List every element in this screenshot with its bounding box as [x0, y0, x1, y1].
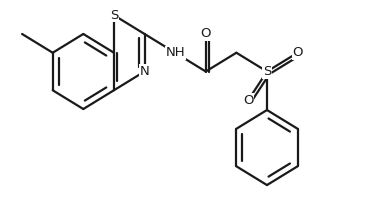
- Text: NH: NH: [165, 46, 185, 59]
- Text: O: O: [200, 28, 211, 40]
- Text: S: S: [263, 65, 271, 78]
- Text: O: O: [292, 46, 303, 59]
- Text: N: N: [140, 65, 150, 78]
- Text: S: S: [110, 9, 118, 22]
- Text: O: O: [243, 94, 254, 107]
